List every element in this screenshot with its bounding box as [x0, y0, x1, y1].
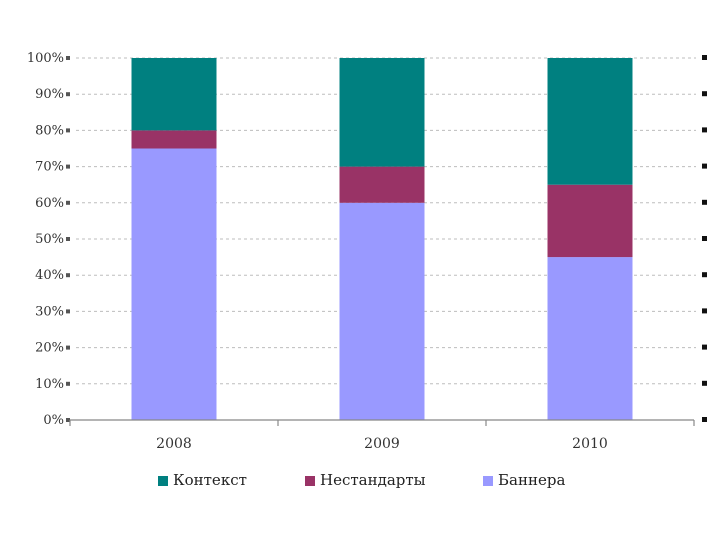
bar-segment [131, 148, 217, 420]
legend-label: Баннера [498, 471, 565, 489]
bar-segment [339, 58, 425, 167]
y-tick-mark-left [66, 200, 70, 205]
x-category-label: 2008 [156, 436, 192, 452]
y-tick-labels: 0% 10% 20% 30% 40% 50% 60% 70% 80% 90% 100% [27, 51, 64, 428]
y-tick-label: 60% [35, 196, 64, 211]
y-tick-mark-right [702, 417, 707, 422]
bar-segment [339, 202, 425, 420]
y-tick-label: 30% [35, 304, 64, 319]
y-tick-mark-right [702, 127, 707, 133]
y-tick-mark-right [702, 91, 707, 97]
y-tick-mark-right [702, 308, 707, 314]
y-tick-mark-left [66, 164, 70, 169]
axes [66, 55, 707, 426]
y-tick-mark-left [66, 56, 70, 60]
y-tick-label: 20% [35, 341, 64, 356]
bars [131, 58, 633, 420]
bar-segment [547, 184, 633, 258]
y-tick-label: 50% [35, 232, 64, 247]
y-tick-label: 80% [35, 123, 64, 138]
y-tick-mark-left [66, 128, 70, 133]
legend-label: Контекст [173, 471, 247, 489]
y-tick-label: 90% [35, 87, 64, 102]
y-tick-label: 0% [43, 413, 64, 428]
y-tick-mark-left [66, 345, 70, 350]
y-tick-mark-left [66, 273, 70, 278]
y-tick-mark-right [702, 272, 707, 278]
y-tick-mark-right [702, 380, 707, 386]
y-tick-mark-left [66, 418, 70, 422]
y-tick-mark-left [66, 237, 70, 241]
y-tick-mark-right [702, 163, 707, 169]
y-tick-label: 70% [35, 160, 64, 175]
bar-segment [131, 130, 217, 149]
y-tick-label: 10% [35, 377, 64, 392]
legend-swatch [483, 476, 493, 486]
x-category-label: 2010 [572, 436, 608, 452]
y-tick-mark-right [702, 55, 707, 60]
y-tick-mark-left [66, 309, 70, 314]
bar-segment [131, 58, 217, 131]
bar-segment [547, 58, 633, 185]
legend-swatch [305, 476, 315, 486]
y-tick-mark-right [702, 344, 707, 350]
y-tick-mark-right [702, 199, 707, 205]
legend: Контекст Нестандарты Баннера [158, 471, 565, 489]
y-tick-label: 100% [27, 51, 64, 66]
y-tick-mark-right [702, 236, 707, 241]
y-tick-mark-left [66, 381, 70, 386]
y-tick-mark-left [66, 92, 70, 97]
bar-segment [547, 257, 633, 420]
bar-segment [339, 166, 425, 203]
x-category-labels: 2008 2009 2010 [156, 436, 608, 452]
legend-swatch [158, 476, 168, 486]
x-category-label: 2009 [364, 436, 400, 452]
legend-label: Нестандарты [320, 471, 426, 489]
y-tick-label: 40% [35, 268, 64, 283]
